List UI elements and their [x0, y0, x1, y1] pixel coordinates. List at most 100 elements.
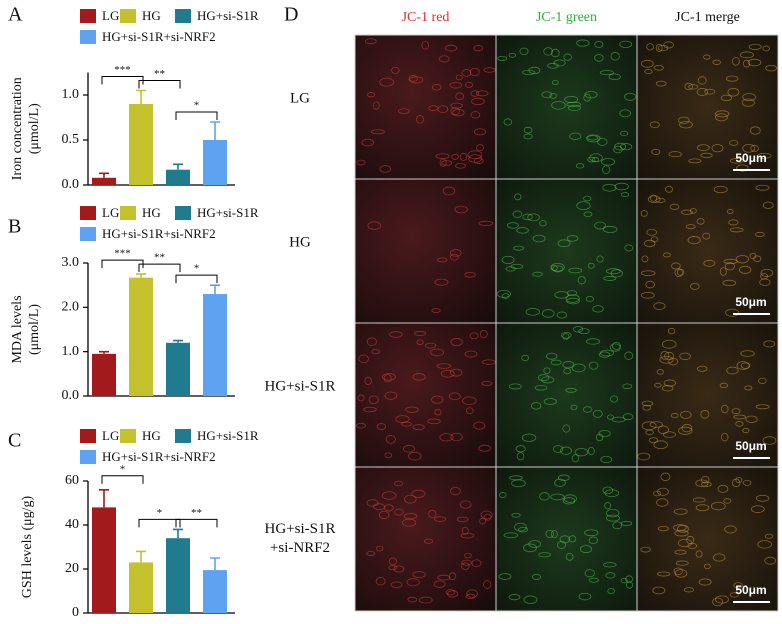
cell	[412, 373, 426, 381]
cell	[738, 265, 752, 274]
micrograph	[495, 466, 638, 612]
cell	[434, 408, 442, 416]
y-axis-label: (μmol/L)	[27, 304, 42, 355]
cell	[663, 379, 677, 387]
cell	[724, 262, 735, 271]
cell	[612, 341, 621, 350]
cell	[563, 494, 577, 503]
cell	[456, 516, 469, 523]
cell	[508, 594, 521, 601]
cell	[464, 271, 476, 278]
micrograph	[495, 34, 638, 180]
cell	[674, 549, 687, 555]
cell	[646, 228, 657, 236]
cell	[726, 209, 734, 215]
cell	[619, 40, 633, 48]
cell	[534, 384, 548, 391]
cell	[531, 573, 541, 580]
cell	[661, 339, 677, 349]
cell	[436, 363, 452, 369]
cell	[433, 580, 446, 588]
cell	[750, 505, 765, 513]
cell	[685, 224, 696, 230]
cell	[562, 497, 576, 505]
cell	[742, 479, 752, 486]
cell	[503, 532, 519, 539]
cell	[406, 578, 420, 587]
cell	[412, 571, 426, 578]
cell	[659, 355, 674, 364]
cell	[391, 66, 400, 74]
cell	[466, 589, 478, 598]
cell	[656, 498, 669, 507]
cell	[571, 363, 586, 373]
cell	[465, 593, 476, 600]
cell	[379, 77, 394, 87]
cell	[556, 311, 568, 319]
cell	[733, 414, 746, 420]
cell	[442, 186, 456, 196]
bar	[129, 104, 153, 185]
cell	[596, 255, 604, 263]
cell	[757, 540, 772, 549]
cell	[624, 92, 637, 101]
legend-label: HG	[142, 428, 161, 443]
cell	[671, 262, 681, 270]
legend-swatch	[80, 450, 96, 464]
row-label: LG	[290, 90, 310, 106]
cell	[437, 257, 448, 263]
bar	[203, 294, 227, 396]
cell	[583, 195, 592, 202]
cell	[757, 152, 772, 159]
cell	[521, 354, 530, 361]
cell	[602, 165, 611, 174]
cell	[563, 53, 572, 61]
cell	[505, 266, 516, 272]
y-tick-label: 2.0	[62, 300, 80, 315]
cell	[660, 472, 671, 482]
column-header: JC-1 red	[402, 10, 450, 25]
bar	[92, 177, 116, 185]
significance-label: *	[194, 100, 200, 112]
cell	[667, 327, 676, 335]
cell	[395, 415, 410, 423]
cell	[568, 535, 577, 543]
cell	[657, 425, 669, 435]
cell	[640, 59, 654, 68]
panel-label: D	[284, 4, 298, 26]
cell	[439, 433, 454, 442]
cell	[745, 415, 758, 423]
cell	[550, 48, 560, 58]
y-tick-label: 0.0	[62, 388, 80, 403]
cell	[663, 252, 671, 258]
cell	[648, 437, 659, 444]
cell	[585, 295, 594, 302]
cell	[551, 80, 559, 85]
error-bar	[210, 557, 220, 571]
cell	[478, 220, 494, 226]
cell	[525, 307, 540, 316]
cell	[605, 514, 620, 522]
legend-swatch	[175, 429, 191, 443]
column-header: JC-1 merge	[675, 10, 740, 25]
cell	[729, 592, 739, 598]
cell	[674, 530, 689, 537]
cell	[735, 255, 749, 264]
cell	[697, 144, 710, 152]
significance-label: ***	[114, 64, 131, 76]
cell	[701, 481, 712, 487]
cell	[679, 120, 693, 129]
cell	[612, 521, 623, 530]
cell	[740, 350, 755, 357]
cell	[434, 278, 449, 286]
cell	[698, 578, 712, 586]
cell	[603, 276, 617, 281]
cell	[653, 490, 662, 497]
cell	[721, 404, 729, 414]
cell	[450, 368, 463, 377]
cell	[735, 476, 743, 484]
significance-bracket	[138, 518, 181, 528]
cell	[649, 421, 663, 428]
cell	[649, 121, 660, 129]
